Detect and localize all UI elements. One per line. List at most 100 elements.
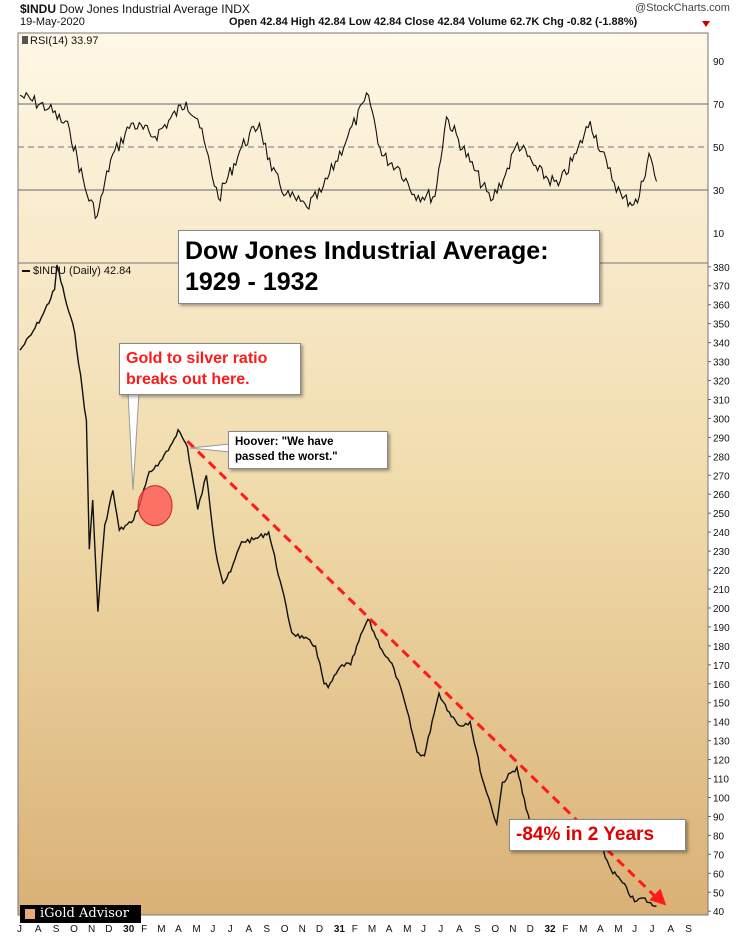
chart-symbol: $INDU (20, 2, 57, 16)
price-tick-label: 80 (713, 831, 725, 842)
x-tick-label: S (263, 924, 270, 935)
x-tick-label: O (491, 924, 499, 935)
chart-copyright: @StockCharts.com (635, 2, 730, 14)
x-tick-label: S (474, 924, 481, 935)
price-tick-label: 170 (713, 661, 730, 672)
breakout-highlight (137, 485, 173, 527)
price-tick-label: 50 (713, 888, 725, 899)
gold-callout-line1: Gold to silver ratio (126, 350, 268, 367)
price-tick-label: 220 (713, 566, 730, 577)
rsi-tick-label: 70 (713, 100, 725, 111)
price-tick-label: 230 (713, 547, 730, 558)
x-tick-label: M (579, 924, 587, 935)
price-tick-label: 210 (713, 585, 730, 596)
legend-swatch-icon (22, 270, 30, 273)
x-tick-label: M (368, 924, 376, 935)
price-tick-label: 60 (713, 869, 725, 880)
x-tick-label: D (105, 924, 112, 935)
annotation-title-line2: 1929 - 1932 (185, 268, 319, 296)
price-tick-label: 320 (713, 377, 730, 388)
x-tick-label: F (352, 924, 358, 935)
x-tick-label: A (246, 924, 253, 935)
hoover-callout: Hoover: "We have passed the worst." (228, 431, 388, 469)
x-tick-label: J (421, 924, 426, 935)
x-tick-label: O (70, 924, 78, 935)
price-tick-label: 360 (713, 301, 730, 312)
x-tick-label: N (299, 924, 306, 935)
price-tick-label: 200 (713, 604, 730, 615)
rsi-tick-label: 30 (713, 186, 725, 197)
chart-exchange: INDX (221, 2, 250, 16)
x-tick-label: 30 (123, 924, 135, 935)
x-tick-label: 31 (334, 924, 346, 935)
price-tick-label: 370 (713, 282, 730, 293)
price-tick-label: 290 (713, 433, 730, 444)
x-tick-label: A (597, 924, 604, 935)
x-tick-label: J (632, 924, 637, 935)
price-tick-label: 130 (713, 737, 730, 748)
price-tick-label: 180 (713, 642, 730, 653)
price-tick-label: 300 (713, 414, 730, 425)
price-tick-label: 100 (713, 793, 730, 804)
rsi-legend: RSI(14) 33.97 (22, 35, 98, 47)
x-tick-label: A (35, 924, 42, 935)
price-tick-label: 260 (713, 490, 730, 501)
rsi-tick-label: 10 (713, 229, 725, 240)
x-tick-label: S (53, 924, 60, 935)
x-tick-label: A (667, 924, 674, 935)
annotation-title-line1: Dow Jones Industrial Average: (185, 237, 549, 265)
price-tick-label: 270 (713, 471, 730, 482)
hoover-callout-pointer (189, 443, 231, 453)
x-tick-label: M (403, 924, 411, 935)
chart-name: Dow Jones Industrial Average (59, 2, 218, 16)
price-tick-label: 70 (713, 850, 725, 861)
x-tick-label: O (281, 924, 289, 935)
x-tick-label: A (175, 924, 182, 935)
decline-callout: -84% in 2 Years (509, 819, 686, 851)
x-tick-label: F (562, 924, 568, 935)
price-tick-label: 190 (713, 623, 730, 634)
x-tick-label: M (192, 924, 200, 935)
price-tick-label: 380 (713, 263, 730, 274)
logo-square-icon (25, 909, 35, 919)
x-tick-label: M (614, 924, 622, 935)
plot-background (17, 32, 709, 916)
price-tick-label: 120 (713, 756, 730, 767)
rsi-series-line (19, 91, 658, 220)
x-tick-label: J (438, 924, 443, 935)
x-tick-label: D (316, 924, 323, 935)
price-tick-label: 350 (713, 320, 730, 331)
down-arrow-icon (702, 21, 710, 27)
hoover-callout-line2: passed the worst." (235, 451, 338, 463)
gold-ratio-callout: Gold to silver ratio breaks out here. (119, 343, 301, 395)
x-tick-label: J (228, 924, 233, 935)
x-tick-label: N (509, 924, 516, 935)
price-tick-label: 150 (713, 699, 730, 710)
x-tick-label: N (88, 924, 95, 935)
x-tick-label: J (210, 924, 215, 935)
price-tick-label: 280 (713, 452, 730, 463)
x-tick-label: 32 (544, 924, 556, 935)
price-legend: $INDU (Daily) 42.84 (22, 265, 131, 277)
x-tick-label: M (157, 924, 165, 935)
x-tick-label: F (141, 924, 147, 935)
x-tick-label: J (649, 924, 654, 935)
gold-callout-line2: breaks out here. (126, 371, 250, 388)
chart-annotation-title: Dow Jones Industrial Average: 1929 - 193… (178, 230, 600, 304)
gold-callout-pointer (127, 392, 140, 491)
x-tick-label: S (685, 924, 692, 935)
rsi-tick-label: 50 (713, 143, 725, 154)
price-tick-label: 240 (713, 528, 730, 539)
price-tick-label: 310 (713, 395, 730, 406)
price-tick-label: 160 (713, 680, 730, 691)
price-tick-label: 40 (713, 907, 725, 918)
price-tick-label: 250 (713, 509, 730, 520)
x-tick-label: D (527, 924, 534, 935)
rsi-tick-label: 90 (713, 57, 725, 68)
trend-arrow-head (649, 888, 667, 906)
price-tick-label: 340 (713, 339, 730, 350)
watermark-text: iGold Advisor (40, 906, 129, 921)
chart-date: 19-May-2020 (20, 16, 85, 28)
price-tick-label: 110 (713, 775, 729, 786)
